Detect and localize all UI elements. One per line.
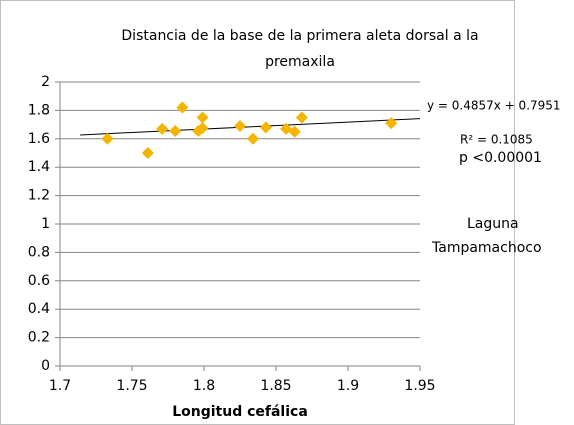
point (259, 121, 272, 134)
point (196, 122, 209, 135)
x-axis-label: Longitud cefálica (172, 404, 308, 420)
y-tick-label: 0.2 (28, 330, 50, 346)
trendline (80, 118, 421, 136)
x-tick-label: 1.95 (404, 378, 435, 394)
point (234, 120, 246, 133)
point (295, 111, 308, 124)
annotation: Laguna (467, 216, 519, 232)
x-tick-label: 1.9 (337, 378, 359, 394)
y-tick-label: 2 (41, 74, 50, 90)
chart-frame (0, 0, 515, 425)
y-tick-label: 1.2 (28, 188, 50, 204)
point (101, 132, 114, 145)
annotation: R² = 0.1085 (460, 133, 533, 147)
point (246, 132, 259, 145)
point (385, 117, 398, 130)
x-tick-label: 1.8 (193, 378, 215, 394)
chart-title: Distancia de la base de la primera aleta… (121, 28, 478, 44)
chart-title: premaxila (265, 54, 335, 70)
x-tick-label: 1.7 (49, 378, 71, 394)
point (192, 124, 205, 137)
y-tick-label: 0 (41, 358, 50, 374)
y-tick-label: 0.6 (28, 273, 50, 289)
point (288, 125, 301, 138)
x-tick-label: 1.75 (116, 378, 147, 394)
y-tick-label: 0.4 (28, 301, 50, 317)
point (141, 147, 154, 159)
annotation: y = 0.4857x + 0.7951 (427, 99, 561, 113)
y-tick-label: 1.8 (28, 102, 50, 118)
y-tick-label: 0.8 (28, 244, 50, 260)
point (196, 111, 209, 124)
point (169, 124, 182, 137)
x-tick-label: 1.85 (260, 378, 291, 394)
point (176, 101, 189, 114)
y-tick-label: 1.6 (28, 131, 50, 147)
y-tick-label: 1.4 (28, 159, 50, 175)
annotation: Tampamachoco (431, 240, 542, 256)
annotation: p <0.00001 (459, 150, 542, 166)
point (156, 122, 169, 135)
y-tick-label: 1 (41, 216, 50, 232)
